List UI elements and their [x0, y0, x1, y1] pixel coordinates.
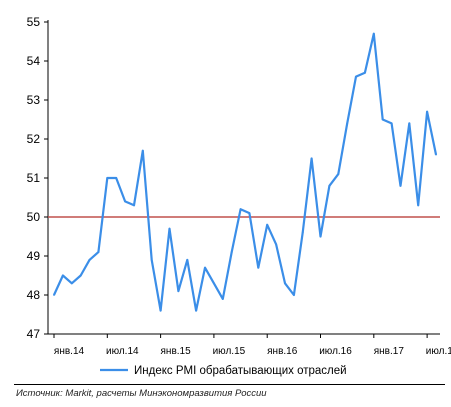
data-point-май.16 [301, 231, 304, 234]
data-point-апр.16 [292, 294, 295, 296]
data-point-июл.17 [426, 110, 429, 113]
data-point-июн.17 [417, 204, 420, 207]
y-tick-label-53: 53 [27, 93, 41, 107]
data-point-фев.16 [275, 243, 277, 246]
data-point-окт.16 [346, 122, 349, 125]
data-point-ноя.16 [355, 75, 357, 78]
data-point-сен.14 [124, 200, 126, 203]
x-tick-label-3: июл.15 [213, 346, 246, 357]
data-point-фев.15 [168, 227, 171, 230]
data-point-июл.14 [106, 177, 109, 179]
x-tick-label-5: июл.16 [319, 346, 352, 357]
data-point-фев.17 [381, 118, 384, 121]
data-point-ноя.15 [248, 212, 251, 215]
data-point-дек.14 [150, 259, 153, 261]
x-tick-label-0: янв.14 [54, 346, 85, 357]
data-point-янв.16 [266, 223, 269, 226]
data-point-мар.14 [70, 282, 73, 285]
x-tick-label-7: июл.17 [426, 346, 451, 357]
data-point-янв.14 [53, 294, 55, 296]
legend-label: Индекс PMI обрабатывающих отраслей [134, 365, 347, 377]
y-tick-label-54: 54 [27, 54, 41, 68]
data-point-июн.14 [97, 251, 100, 254]
data-point-май.17 [408, 122, 411, 125]
x-tick-label-2: янв.15 [161, 346, 192, 357]
data-point-сен.15 [230, 251, 233, 254]
y-tick-label-51: 51 [27, 171, 41, 185]
data-point-янв.15 [159, 309, 162, 312]
data-point-мар.15 [177, 290, 180, 292]
data-point-фев.14 [61, 274, 64, 277]
x-tick-label-1: июл.14 [106, 346, 139, 357]
source-note-text: Источник: Markit, расчеты Минэкономразви… [16, 388, 267, 399]
data-point-мар.16 [284, 282, 286, 285]
data-point-окт.15 [239, 208, 242, 211]
data-point-апр.14 [79, 274, 82, 277]
data-point-июн.15 [204, 266, 206, 269]
data-point-июн.16 [310, 157, 313, 160]
data-point-апр.17 [399, 184, 402, 187]
y-tick-label-49: 49 [27, 249, 41, 263]
data-point-дек.16 [364, 71, 366, 74]
data-point-авг.15 [221, 298, 224, 300]
data-point-май.15 [195, 309, 198, 312]
x-tick-label-6: янв.17 [374, 346, 405, 357]
y-tick-label-48: 48 [27, 288, 41, 302]
y-tick-label-47: 47 [27, 327, 41, 341]
series-line-0 [52, 32, 438, 312]
data-point-июл.15 [213, 282, 215, 285]
data-point-сен.16 [337, 173, 340, 176]
data-point-авг.17 [435, 153, 437, 156]
source-note: Источник: Markit, расчеты Минэкономразви… [14, 384, 445, 405]
pmi-line-chart: 47 48 49 50 51 52 53 54 55 янв.14 июл.14 янв.15 июл.… [27, 15, 451, 377]
y-tick-label-50: 50 [27, 210, 41, 224]
data-point-окт.14 [133, 204, 135, 207]
x-tick-label-4: янв.16 [267, 346, 298, 357]
data-point-авг.14 [115, 177, 118, 179]
data-point-ноя.14 [141, 149, 144, 152]
data-point-апр.15 [186, 259, 189, 261]
data-point-май.14 [88, 259, 91, 261]
y-tick-label-52: 52 [27, 132, 41, 146]
data-point-янв.17 [372, 32, 375, 35]
data-point-дек.15 [257, 266, 260, 269]
data-point-мар.17 [390, 122, 393, 125]
data-point-июл.16 [319, 235, 322, 238]
data-point-авг.16 [328, 184, 331, 187]
y-tick-label-55: 55 [27, 15, 41, 29]
